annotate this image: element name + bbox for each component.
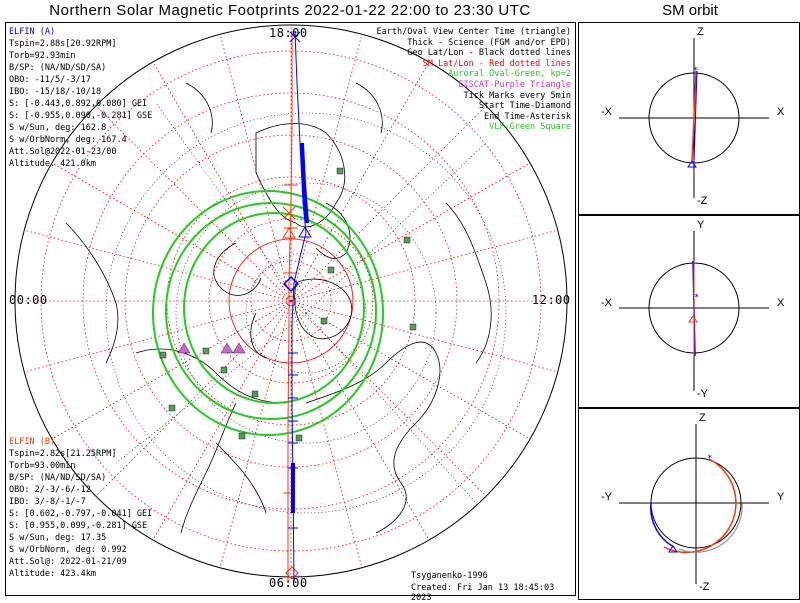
- elfin-a-line: OBO: -11/5/-3/17: [9, 75, 91, 85]
- eiscat-sites: [177, 342, 246, 354]
- legend-item: Start Time-Diamond: [478, 101, 571, 112]
- svg-text:*: *: [707, 454, 712, 464]
- orbit-panel-xy: * Y -Y -X X: [578, 215, 800, 408]
- orbit-xy-svg: *: [619, 231, 769, 391]
- axis-top: Z: [699, 412, 706, 424]
- elfin-a-line: Altitude: 421.0km: [9, 159, 96, 169]
- axis-right: X: [777, 297, 785, 309]
- vlf-stations: [159, 167, 417, 442]
- hour-label-top: 18:00: [269, 26, 308, 40]
- polar-footprint-map: 18:00 00:00 12:00 06:00 ELFIN (A) Tspin=…: [5, 22, 576, 603]
- elfin-b-line: S: [0.955,0.099,-0.281] GSE: [9, 521, 148, 531]
- legend-item: Earth/Oval View Center Time (triangle): [376, 27, 571, 37]
- legend-item: Thick - Science (FGM and/or EPD): [407, 37, 571, 48]
- sm-solid-circle: [228, 238, 354, 364]
- legend: Earth/Oval View Center Time (triangle) T…: [377, 27, 571, 133]
- elfin-b-line: OBO: 2/-3/-6/-12: [9, 485, 91, 495]
- legend-item: Auroral Oval-Green, kp=2: [448, 69, 571, 80]
- elfin-b-line: S w/Sun, deg: 17.35: [9, 533, 107, 543]
- legend-item: Tick Marks every 5min: [463, 90, 571, 101]
- elfin-b-line: IBO: 3/-8/-1/-7: [9, 497, 86, 507]
- legend-item: EISCAT-Purple Triangle: [458, 79, 571, 90]
- auroral-oval: [152, 190, 384, 436]
- axis-left: -Y: [601, 491, 612, 503]
- orbit-panel-xz: * Z -Z -X X: [578, 22, 800, 215]
- elfin-b-name: ELFIN (B): [9, 437, 56, 447]
- legend-item: VLF-Green Square: [489, 122, 571, 133]
- elfin-b-line: S: [0.602,-0.797,-0.041] GEI: [9, 509, 153, 519]
- elfin-a-line: Att.Sol@2022-01-23/00: [9, 147, 117, 157]
- elfin-b-line: Torb=93.00min: [9, 461, 76, 471]
- axis-top: Z: [697, 26, 704, 38]
- elfin-a-line: Torb=92.93min: [9, 51, 76, 61]
- axis-right: X: [777, 106, 785, 118]
- geo-grid: [105, 102, 507, 514]
- svg-text:*: *: [693, 66, 698, 76]
- axis-bottom: -Y: [697, 388, 708, 400]
- axis-bottom: -Z: [697, 195, 708, 207]
- elfin-b-line: Att.Sol@: 2022-01-21/09: [9, 557, 127, 567]
- elfin-a-line: S w/Sun, deg: 162.8: [9, 123, 107, 133]
- axis-right: Y: [777, 491, 785, 503]
- elfin-a-line: S: [-0.443,0.892,0.080] GEI: [9, 99, 148, 109]
- elfin-a-line: Tspin=2.88s[20.92RPM]: [9, 39, 117, 49]
- axis-bottom: -Z: [699, 581, 710, 593]
- elfin-a-line: S w/OrbNorm, deg: 167.4: [9, 135, 127, 145]
- hour-label-left: 00:00: [9, 293, 48, 307]
- elfin-a-name: ELFIN (A): [9, 27, 56, 37]
- legend-item: End Time-Asterisk: [484, 111, 571, 122]
- axis-left: -X: [601, 297, 612, 309]
- elfin-a-line: IBO: -15/18/-10/18: [9, 87, 102, 97]
- elfin-a-line: S: [-0.955,0.090,-0.281] GSE: [9, 111, 153, 121]
- sm-orbit-panels: * Z -Z -X X * Y -Y -X X *: [578, 22, 800, 600]
- model-credit: Tsyganenko-1996: [411, 571, 488, 581]
- orbit-yz-svg: *: [619, 424, 769, 584]
- plot-title: Northern Solar Magnetic Footprints 2022-…: [49, 2, 531, 19]
- coastlines: [65, 82, 492, 534]
- svg-text:*: *: [694, 293, 699, 303]
- elfin-a-line: B/SP: (NA/ND/SD/SA): [9, 63, 107, 73]
- legend-item: SM Lat/Lon - Red dotted lines: [422, 58, 571, 69]
- outer-circle: [14, 24, 568, 578]
- hour-label-right: 12:00: [532, 293, 571, 307]
- hour-label-bottom: 06:00: [269, 576, 308, 590]
- legend-item: Geo Lat/Lon - Black dotted lines: [407, 48, 571, 59]
- orbit-xz-svg: *: [619, 38, 769, 198]
- elfin-b-line: Altitude: 423.4km: [9, 569, 96, 579]
- created-timestamp: Created: Fri Jan 13 18:45:03 2023: [411, 583, 555, 603]
- orbit-title: SM orbit: [662, 2, 718, 19]
- map-svg: [14, 24, 568, 584]
- elfin-b-track: [282, 31, 299, 583]
- elfin-b-line: S w/OrbNorm, deg: 0.992: [9, 545, 127, 555]
- axis-left: -X: [601, 106, 612, 118]
- elfin-b-line: B/SP: (NA/ND/SD/SA): [9, 473, 107, 483]
- elfin-a-track: [282, 30, 312, 584]
- orbit-panel-yz: * Z -Z -Y Y: [578, 408, 800, 600]
- elfin-b-line: Tspin=2.82s[21.25RPM]: [9, 449, 117, 459]
- axis-top: Y: [697, 219, 705, 231]
